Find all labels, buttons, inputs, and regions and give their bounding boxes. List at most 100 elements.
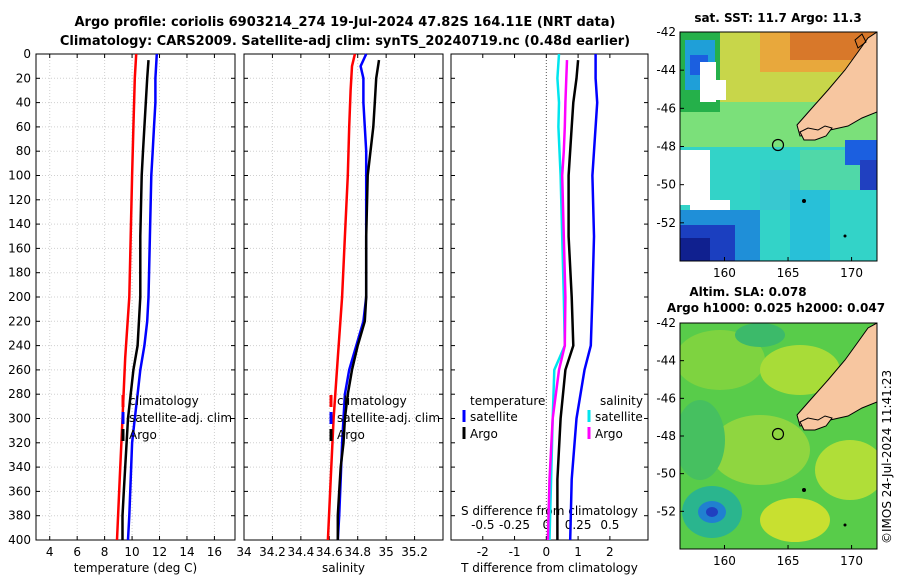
map-y-tick-label: -52 — [656, 216, 676, 230]
x-tick-label: -2 — [477, 545, 489, 559]
figure-title-line1: Argo profile: coriolis 6903214_274 19-Ju… — [75, 15, 616, 30]
legend-diff-sal-satellite: satellite — [595, 410, 643, 424]
y-tick-label: 200 — [8, 290, 31, 304]
legend-diff-sal-argo: Argo — [595, 427, 623, 441]
x-tick-label: 35 — [379, 545, 394, 559]
series-line-salinity-argo — [546, 60, 569, 541]
x-tick-label: 34.8 — [344, 545, 371, 559]
x-tick-label: 14 — [179, 545, 194, 559]
y-tick-label: 100 — [8, 169, 31, 183]
map-x-tick-label: 165 — [777, 554, 800, 568]
x-tick-label: -1 — [509, 545, 521, 559]
x-tick-label: 0 — [543, 545, 551, 559]
x-tick-label: 16 — [207, 545, 222, 559]
sst-map-title: sat. SST: 11.7 Argo: 11.3 — [694, 11, 861, 25]
x-tick-label: 4 — [46, 545, 54, 559]
map-y-tick-label: -44 — [656, 63, 676, 77]
sla-map — [679, 322, 878, 550]
salinity-legend: climatology satellite-adj. clim Argo — [329, 394, 440, 442]
y-tick-label: 80 — [16, 144, 31, 158]
x-tick-label: 8 — [101, 545, 109, 559]
legend-diff-salinity-title: salinity — [600, 394, 643, 408]
y-tick-label: 240 — [8, 339, 31, 353]
x-axis-label: temperature (deg C) — [74, 561, 197, 575]
y-tick-label: 300 — [8, 412, 31, 426]
y-tick-label: 380 — [8, 509, 31, 523]
legend-temp-climatology: climatology — [129, 394, 199, 408]
series-line-argo — [121, 60, 150, 540]
series-line-climatology — [115, 53, 138, 541]
map-y-tick-label: -48 — [656, 429, 676, 443]
x2-tick-label: -0.5 — [471, 518, 494, 532]
sla-argo-position-marker — [771, 427, 785, 441]
legend-sal-satellite: satellite-adj. clim — [337, 411, 440, 425]
series-line-temperature-satellite — [568, 54, 599, 541]
y-tick-label: 40 — [16, 96, 31, 110]
series-line-temperature-argo — [556, 59, 580, 540]
map-x-tick-label: 160 — [713, 266, 736, 280]
legend-diff-temperature-title: temperature — [470, 394, 545, 408]
map-y-tick-label: -42 — [656, 316, 676, 330]
y-tick-label: 320 — [8, 436, 31, 450]
figure-title-line2: Climatology: CARS2009. Satellite-adj cli… — [60, 34, 630, 49]
x-tick-label: 34.2 — [259, 545, 286, 559]
legend-diff-temp-argo: Argo — [470, 427, 498, 441]
y-tick-label: 340 — [8, 460, 31, 474]
y-tick-label: 280 — [8, 387, 31, 401]
x-tick-label: 34.6 — [316, 545, 343, 559]
map-y-tick-label: -42 — [656, 25, 676, 39]
x-tick-label: 34 — [236, 545, 251, 559]
y-tick-label: 160 — [8, 241, 31, 255]
difference-panel: -2 -1 0 1 2-0.5 -0.25 0 0.25 0.5S difference fro… — [450, 53, 649, 575]
map-y-tick-label: -44 — [656, 354, 676, 368]
y-tick-label: 360 — [8, 484, 31, 498]
map-x-tick-label: 165 — [777, 266, 800, 280]
legend-sal-climatology: climatology — [337, 394, 407, 408]
salinity-panel: 34 34.2 34.4 34.6 34.8 35 35.2 salinity — [236, 53, 444, 575]
map-y-tick-label: -46 — [656, 101, 676, 115]
series-line-argo — [336, 59, 381, 540]
legend-diff-temp-satellite: satellite — [470, 410, 518, 424]
sla-map-title: Altim. SLA: 0.078 — [689, 285, 806, 299]
legend-temp-satellite: satellite-adj. clim — [129, 411, 232, 425]
temperature-legend: climatology satellite-adj. clim Argo — [121, 394, 232, 442]
x-tick-label: 35.2 — [401, 545, 428, 559]
x-tick-label: 6 — [73, 545, 81, 559]
x-tick-label: 2 — [606, 545, 614, 559]
map-x-tick-label: 160 — [713, 554, 736, 568]
x2-tick-label: 0.5 — [600, 518, 619, 532]
legend-sal-argo: Argo — [337, 428, 365, 442]
imos-timestamp: ©IMOS 24-Jul-2024 11:41:23 — [880, 370, 894, 544]
x-axis-label: T difference from climatology — [460, 561, 638, 575]
sla-map-subtitle: Argo h1000: 0.025 h2000: 0.047 — [667, 301, 885, 315]
x-tick-label: 12 — [152, 545, 167, 559]
y-tick-label: 260 — [8, 363, 31, 377]
map-y-tick-label: -48 — [656, 140, 676, 154]
map-y-tick-label: -52 — [656, 504, 676, 518]
y-tick-label: 220 — [8, 314, 31, 328]
map-y-tick-label: -50 — [656, 178, 676, 192]
y-tick-label: 180 — [8, 266, 31, 280]
y-tick-label: 0 — [23, 47, 31, 61]
sst-map-axes: 160 165 170 -42 -44 -46 -48 -50 -52 — [656, 25, 863, 280]
x2-tick-label: 0.25 — [565, 518, 592, 532]
map-y-tick-label: -50 — [656, 467, 676, 481]
series-line-satellite-adj-clim — [126, 53, 159, 541]
map-x-tick-label: 170 — [840, 554, 863, 568]
x-tick-label: 34.4 — [287, 545, 314, 559]
sst-argo-position-marker — [771, 138, 785, 152]
y-tick-label: 120 — [8, 193, 31, 207]
y-tick-label: 60 — [16, 120, 31, 134]
y-tick-label: 20 — [16, 71, 31, 85]
x-axis-label: salinity — [322, 561, 365, 575]
y-tick-label: 400 — [8, 533, 31, 547]
difference-legend: temperature satellite Argo salinity sate… — [462, 394, 643, 441]
map-y-tick-label: -46 — [656, 391, 676, 405]
map-x-tick-label: 170 — [840, 266, 863, 280]
sst-map — [679, 31, 878, 262]
x2-tick-label: -0.25 — [499, 518, 530, 532]
temperature-panel: 0 20 40 60 80 100 120 140 160 180 200 220 240 260 280 3… — [8, 47, 236, 575]
x-tick-label: 10 — [124, 545, 139, 559]
legend-temp-argo: Argo — [129, 428, 157, 442]
